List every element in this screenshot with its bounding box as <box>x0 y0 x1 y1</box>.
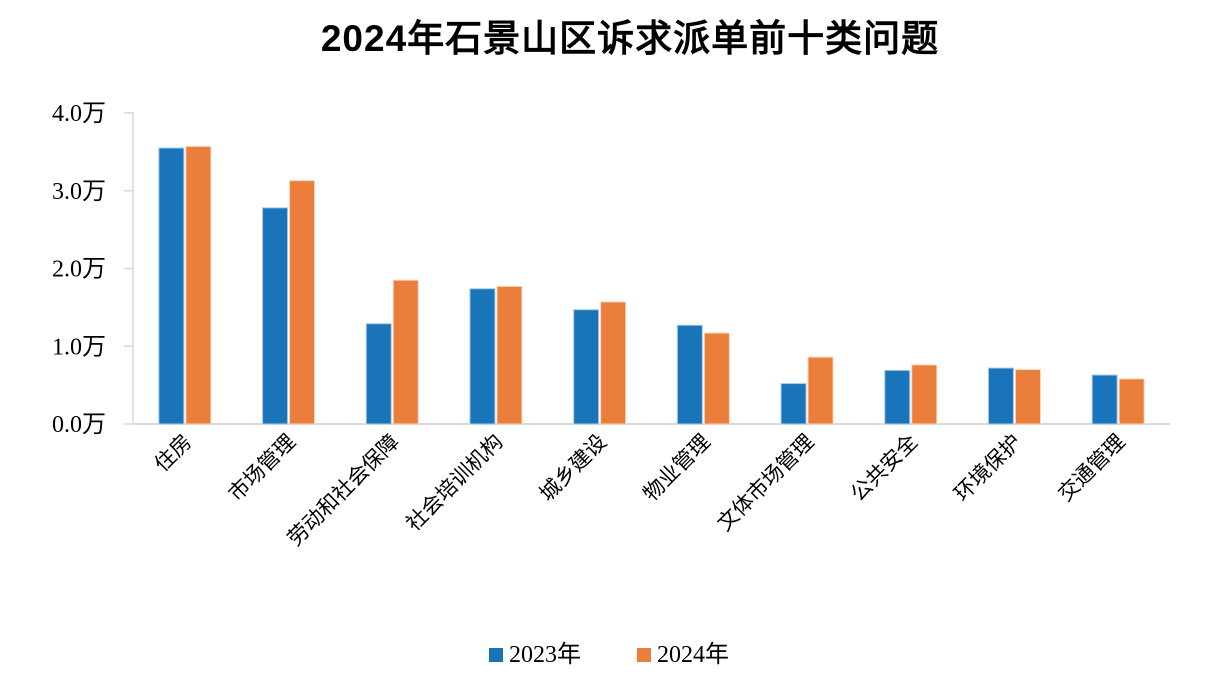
legend-item-2023: 2023年 <box>489 643 581 667</box>
chart-legend: 2023年 2024年 <box>0 643 1230 667</box>
legend-item-2024: 2024年 <box>637 643 729 667</box>
x-category-label: 物业管理 <box>639 430 715 506</box>
bar-chart-canvas: 0.0万 1.0万 2.0万 3.0万 4.0万住房 市场管理劳动和社会保障社会培训机构城… <box>52 101 1170 551</box>
x-category-label: 环境保护 <box>950 430 1026 506</box>
bar-2024年-城乡建设 <box>600 301 627 425</box>
bar-2023年-社会培训机构 <box>469 288 496 425</box>
x-category-label: 社会培训机构 <box>401 430 507 536</box>
bar-2024年-市场管理 <box>289 180 316 425</box>
bar-2024年-社会培训机构 <box>496 285 523 425</box>
y-tick-label: 2.0万 <box>52 257 106 283</box>
y-tick-label: 1.0万 <box>52 334 106 360</box>
legend-label-2023: 2023年 <box>509 642 581 668</box>
bar-2023年-交通管理 <box>1091 374 1118 425</box>
x-category-label: 交通管理 <box>1053 430 1129 506</box>
x-category-label: 劳动和社会保障 <box>283 430 404 551</box>
bar-2023年-文体市场管理 <box>780 383 807 425</box>
bar-2024年-公共安全 <box>911 364 938 425</box>
legend-swatch-2023-icon <box>489 648 503 662</box>
bar-2023年-物业管理 <box>676 324 703 425</box>
bar-2023年-住房 <box>158 147 185 425</box>
bar-2024年-环境保护 <box>1014 369 1041 425</box>
bar-2024年-物业管理 <box>703 332 730 425</box>
bar-2024年-交通管理 <box>1118 378 1145 425</box>
y-tick-label: 3.0万 <box>52 179 106 205</box>
y-tick-label: 0.0万 <box>52 412 106 438</box>
bar-2023年-公共安全 <box>884 369 911 425</box>
bar-2024年-文体市场管理 <box>807 356 834 425</box>
chart-title: 2024年石景山区诉求派单前十类问题 <box>320 18 940 59</box>
x-category-label: 公共安全 <box>846 430 922 506</box>
x-category-label: 住房 <box>150 430 197 477</box>
bar-2024年-劳动和社会保障 <box>392 279 419 425</box>
x-category-label: 城乡建设 <box>535 430 611 506</box>
bar-2023年-市场管理 <box>262 207 289 425</box>
x-category-label: 市场管理 <box>224 430 300 506</box>
bar-2023年-城乡建设 <box>573 309 600 425</box>
y-tick-label: 4.0万 <box>52 101 106 127</box>
bar-2023年-劳动和社会保障 <box>365 323 392 425</box>
bar-2024年-住房 <box>185 145 212 425</box>
legend-swatch-2024-icon <box>637 648 651 662</box>
bar-2023年-环境保护 <box>987 367 1014 425</box>
legend-label-2024: 2024年 <box>657 642 729 668</box>
x-category-label: 文体市场管理 <box>713 430 819 536</box>
